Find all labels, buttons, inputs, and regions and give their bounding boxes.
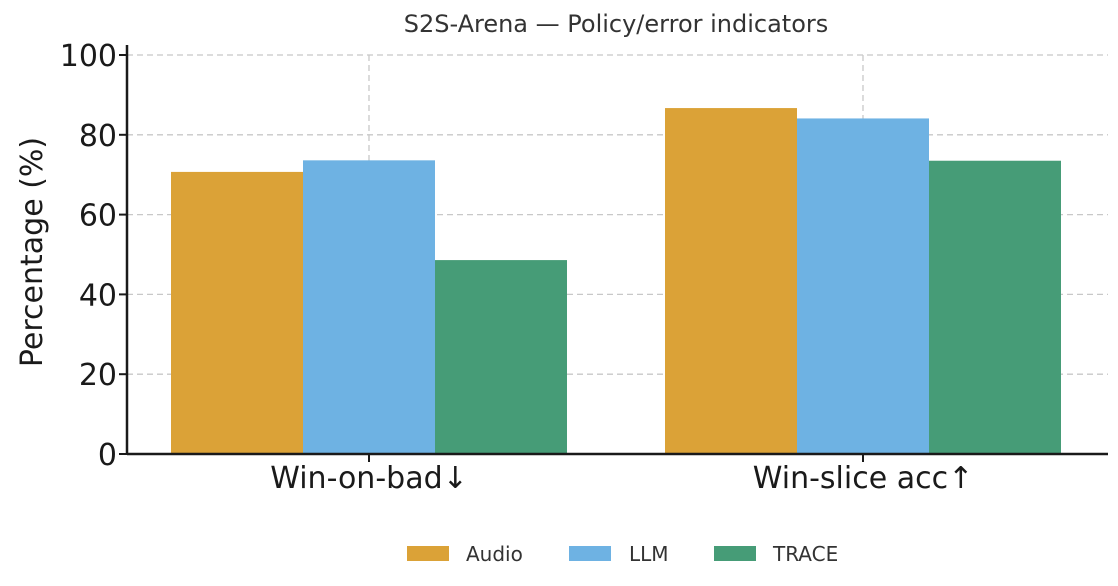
y-axis-label: Percentage (%): [15, 137, 50, 367]
legend-item-audio: Audio: [407, 542, 523, 566]
bar-trace-1: [435, 260, 567, 454]
legend-label: TRACE: [772, 542, 838, 566]
x-tick-label: Win-on-bad↓: [270, 461, 468, 496]
y-tick-label: 0: [98, 438, 117, 473]
bar-audio-2: [665, 108, 797, 454]
y-tick-label: 80: [79, 119, 117, 154]
bar-llm-1: [303, 160, 435, 454]
x-tick-label: Win-slice acc↑: [753, 461, 973, 496]
y-tick-label: 20: [79, 358, 117, 393]
bar-trace-2: [929, 160, 1061, 455]
bar-audio-1: [171, 171, 303, 455]
legend: Audio LLM TRACE: [407, 542, 838, 566]
legend-label: LLM: [629, 542, 669, 566]
y-tick-label: 60: [79, 199, 117, 234]
legend-swatch: [714, 546, 756, 561]
legend-swatch: [569, 546, 611, 561]
legend-swatch: [407, 546, 449, 561]
axes-layer: 0 20 40 60 80 100 Win-on-bad↓ Win-slice acc↑: [60, 39, 1108, 496]
bars-layer: [171, 108, 1061, 455]
y-tick-label: 100: [60, 39, 117, 74]
legend-label: Audio: [466, 542, 523, 566]
legend-item-llm: LLM: [569, 542, 669, 566]
legend-item-trace: TRACE: [714, 542, 838, 566]
chart-title: S2S-Arena — Policy/error indicators: [404, 10, 829, 38]
y-tick-label: 40: [79, 278, 117, 313]
bar-llm-2: [797, 118, 929, 454]
